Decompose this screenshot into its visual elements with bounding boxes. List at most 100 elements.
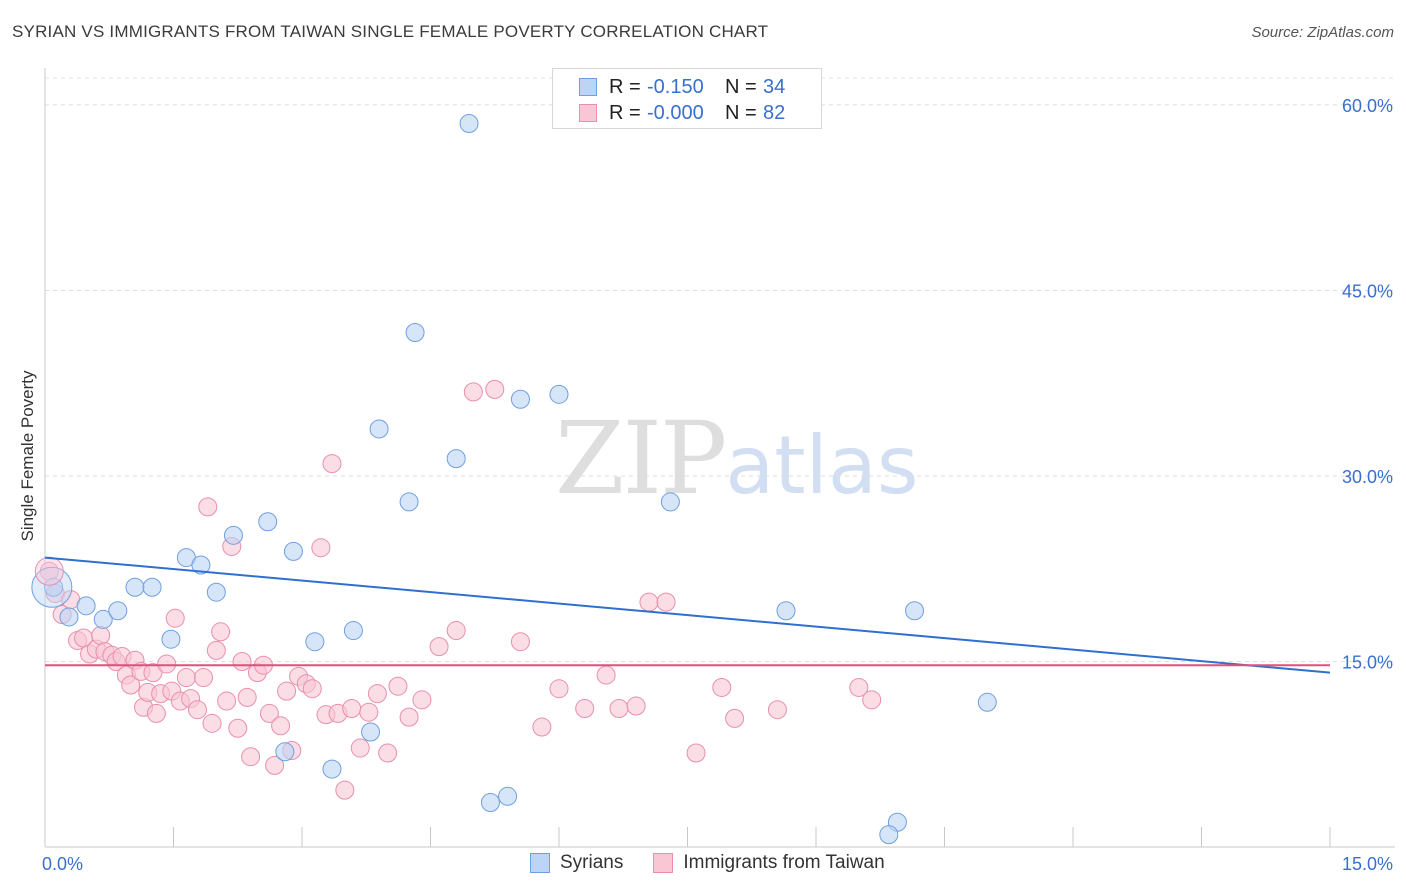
syrians-point <box>305 632 325 652</box>
syrians-point <box>459 113 479 133</box>
syrians-point <box>510 389 530 409</box>
taiwan-point <box>639 592 659 612</box>
taiwan-point <box>121 675 141 695</box>
syrians-point <box>480 792 500 812</box>
series-swatch-taiwan <box>653 853 674 873</box>
legend-r-value: -0.150 <box>647 75 704 98</box>
syrians-point <box>93 609 113 629</box>
taiwan-point <box>849 677 869 697</box>
taiwan-point <box>241 747 261 767</box>
taiwan-point <box>193 668 213 688</box>
taiwan-point <box>271 716 291 736</box>
taiwan-point <box>767 700 787 720</box>
taiwan-point <box>277 681 297 701</box>
taiwan-point <box>335 780 355 800</box>
taiwan-point <box>302 679 322 699</box>
syrians-point <box>399 492 419 512</box>
taiwan-point <box>202 713 222 733</box>
x-tick-label: 0.0% <box>42 854 83 874</box>
watermark-atlas: atlas <box>725 419 919 512</box>
legend-swatch-taiwan <box>579 104 597 122</box>
taiwan-point <box>322 454 342 474</box>
taiwan-point <box>237 687 257 707</box>
series-swatch-syrians <box>530 853 550 873</box>
taiwan-point <box>165 608 185 628</box>
syrians-point <box>879 825 899 845</box>
taiwan-point <box>198 497 218 517</box>
syrians-point <box>905 601 925 621</box>
syrians-point <box>660 492 680 512</box>
syrians-point <box>283 541 303 561</box>
taiwan-point-cluster <box>34 556 64 586</box>
series-legend-item-syrians[interactable]: Syrians <box>530 852 623 874</box>
taiwan-point <box>232 651 252 671</box>
correlation-legend: R = -0.150 N = 34 R = -0.000 N = 82 <box>552 68 822 129</box>
watermark-zip: ZIP <box>555 400 727 517</box>
taiwan-point <box>378 743 398 763</box>
syrians-point <box>206 582 226 602</box>
taiwan-point <box>342 698 362 718</box>
syrians-point <box>405 322 425 342</box>
taiwan-point <box>176 668 196 688</box>
taiwan-point <box>359 702 379 722</box>
syrians-point <box>369 419 389 439</box>
taiwan-point <box>446 621 466 641</box>
syrians-point <box>977 692 997 712</box>
legend-r-label: R = <box>609 75 641 98</box>
taiwan-point <box>259 703 279 723</box>
syrians-point <box>322 759 342 779</box>
source-credit: Source: ZipAtlas.com <box>1251 24 1394 41</box>
taiwan-point <box>187 700 207 720</box>
x-tick-label: 15.0% <box>1342 854 1393 874</box>
y-tick-label: 45.0% <box>1342 281 1393 301</box>
taiwan-point <box>510 632 530 652</box>
syrians-point <box>361 722 381 742</box>
taiwan-point <box>596 665 616 685</box>
syrians-point <box>343 621 363 641</box>
syrians-trend-line <box>44 556 1331 674</box>
syrians-point <box>258 512 278 532</box>
taiwan-point <box>412 690 432 710</box>
syrians-point <box>108 601 128 621</box>
taiwan-point <box>157 654 177 674</box>
taiwan-point <box>367 684 387 704</box>
taiwan-point <box>549 679 569 699</box>
syrians-point <box>161 629 181 649</box>
syrians-point <box>125 577 145 597</box>
taiwan-point <box>712 677 732 697</box>
legend-r-value: -0.000 <box>647 101 704 124</box>
legend-row-syrians: R = -0.150 N = 34 <box>553 74 785 100</box>
syrians-point <box>142 577 162 597</box>
taiwan-point <box>143 663 163 683</box>
taiwan-point <box>575 698 595 718</box>
legend-swatch-syrians <box>579 78 597 96</box>
watermark: ZIPatlas <box>555 400 919 517</box>
taiwan-point <box>862 690 882 710</box>
syrians-point <box>549 384 569 404</box>
syrians-point <box>223 525 243 545</box>
syrians-point <box>191 555 211 575</box>
syrians-point <box>275 742 295 762</box>
syrians-point <box>59 607 79 627</box>
taiwan-point <box>265 755 285 775</box>
taiwan-point <box>228 718 248 738</box>
series-legend-item-taiwan[interactable]: Immigrants from Taiwan <box>653 852 885 874</box>
taiwan-point <box>485 379 505 399</box>
y-tick-label: 30.0% <box>1342 467 1393 487</box>
taiwan-point <box>429 637 449 657</box>
chart-title: SYRIAN VS IMMIGRANTS FROM TAIWAN SINGLE … <box>12 22 769 41</box>
legend-n-label: N = <box>725 75 757 98</box>
taiwan-point <box>399 707 419 727</box>
legend-n-label: N = <box>725 101 757 124</box>
taiwan-point <box>626 696 646 716</box>
legend-n-value: 82 <box>763 101 786 124</box>
taiwan-point <box>350 738 370 758</box>
syrians-point <box>446 449 466 469</box>
taiwan-point <box>609 698 629 718</box>
series-label-taiwan: Immigrants from Taiwan <box>683 852 885 873</box>
legend-r-label: R = <box>609 101 641 124</box>
syrians-point <box>498 786 518 806</box>
series-label-syrians: Syrians <box>560 852 624 873</box>
taiwan-point <box>388 676 408 696</box>
